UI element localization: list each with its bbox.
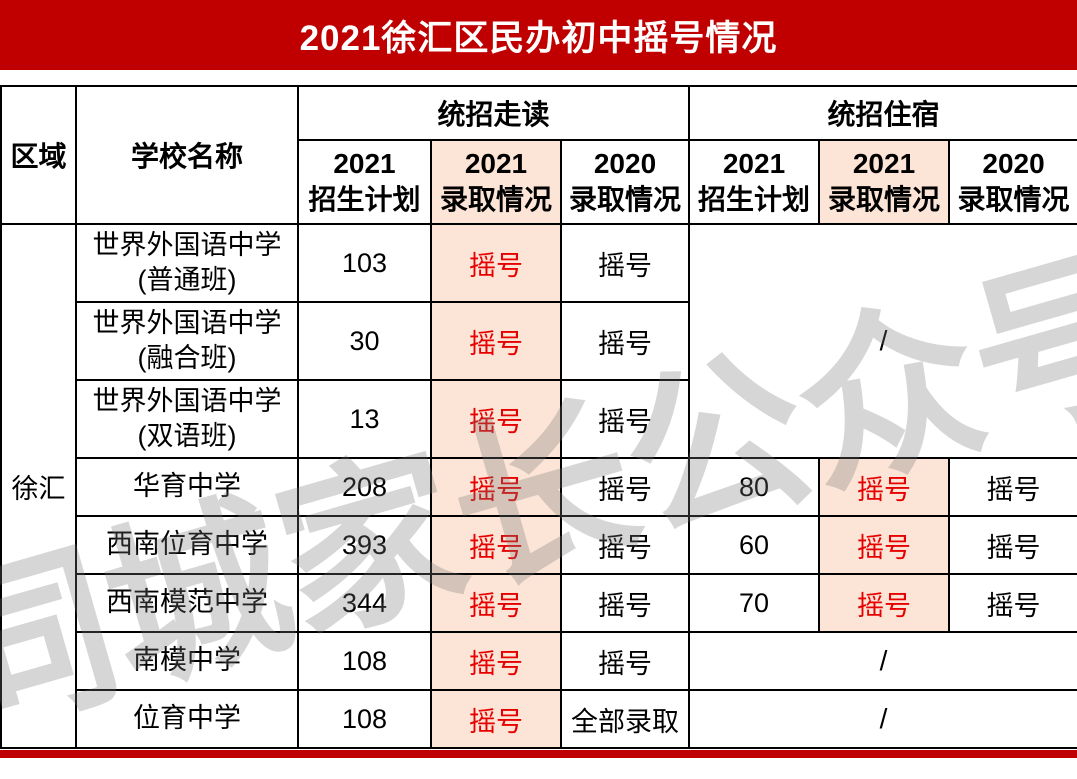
day-2021-cell: 摇号 [430,573,562,633]
school-name: 西南模范中学 [106,587,268,618]
school-name: 位育中学 [133,703,241,734]
col-group-boarding: 统招住宿 [688,85,1077,141]
day-plan-cell: 393 [297,515,432,575]
subcol-label: 录取情况 [439,184,552,215]
day-plan-cell: 30 [297,301,432,381]
boarding-merged-cell: / [688,631,1077,691]
school-name: 西南位育中学 [106,529,268,560]
subcol-year: 2021 [852,147,916,179]
boarding-merged-cell: / [688,689,1077,749]
school-name: 世界外国语中学 [92,385,282,416]
col-header-school: 学校名称 [75,85,299,225]
table-row: 西南模范中学 344 摇号 摇号 70 摇号 摇号 [1,573,1077,633]
day-plan-cell: 108 [297,631,432,691]
subcol-header-day-plan: 2021 招生计划 [297,139,432,225]
subcol-header-board-plan: 2021 招生计划 [688,139,821,225]
subcol-header-board-2021: 2021 录取情况 [818,139,951,225]
subcol-year: 2020 [593,147,657,179]
page-title: 2021徐汇区民办初中摇号情况 [299,18,778,58]
day-plan-cell: 108 [297,689,432,749]
subcol-header-day-2020: 2020 录取情况 [559,139,691,225]
board-plan-cell: 70 [688,573,821,633]
table-row: 徐汇 世界外国语中学 (普通班) 103 摇号 摇号 / [0,223,1077,749]
bottom-red-strip [0,750,1077,758]
day-plan-cell: 103 [297,223,432,303]
subcol-year: 2020 [982,147,1045,179]
board-plan-cell: 80 [688,457,821,517]
board-2021-cell: 摇号 [818,573,951,633]
boarding-merged-cell: / [688,223,1077,459]
day-2020-cell: 摇号 [559,573,691,633]
subcol-label: 招生计划 [698,184,811,215]
table-row: 华育中学 208 摇号 摇号 80 摇号 摇号 [1,457,1077,517]
table-row: 世界外国语中学 (双语班) 13 摇号 摇号 [1,379,1077,459]
board-2020-cell: 摇号 [948,457,1077,517]
day-2021-cell: 摇号 [430,689,562,749]
school-name: 世界外国语中学 [92,307,282,338]
board-2020-cell: 摇号 [948,573,1077,633]
region-cell: 徐汇 [0,223,77,749]
admission-table: 区域 学校名称 统招走读 统招住宿 2021 招生计划 2021 录取情况 20… [0,85,1077,749]
day-plan-cell: 208 [297,457,432,517]
subcol-label: 录取情况 [828,184,941,215]
subcol-header-board-2020: 2020 录取情况 [948,139,1077,225]
day-2020-cell: 全部录取 [559,689,691,749]
school-class-type: (普通班) [137,265,237,295]
school-cell: 世界外国语中学 (双语班) [75,379,299,459]
school-name: 世界外国语中学 [92,229,282,260]
subcol-label: 录取情况 [957,184,1070,215]
board-2020-cell: 摇号 [948,515,1077,575]
day-2021-cell: 摇号 [430,301,562,381]
subcol-label: 招生计划 [308,184,421,215]
subcol-year: 2021 [333,147,396,179]
school-class-type: (双语班) [137,421,237,451]
table-row: 西南位育中学 393 摇号 摇号 60 摇号 摇号 [1,515,1077,575]
board-plan-cell: 60 [688,515,821,575]
school-class-type: (融合班) [137,343,237,373]
title-bar: 2021徐汇区民办初中摇号情况 [0,0,1077,70]
table-row: 南模中学 108 摇号 摇号 / [1,631,1077,691]
board-2021-cell: 摇号 [818,457,951,517]
day-2021-cell: 摇号 [430,223,562,303]
subcol-year: 2021 [464,147,528,179]
day-2020-cell: 摇号 [559,457,691,517]
day-plan-cell: 13 [297,379,432,459]
day-2020-cell: 摇号 [559,223,691,303]
school-cell: 西南模范中学 [75,573,299,633]
col-header-region: 区域 [0,85,77,225]
school-cell: 世界外国语中学 (融合班) [75,301,299,381]
col-group-day: 统招走读 [296,85,691,141]
day-2021-cell: 摇号 [430,515,562,575]
subcol-header-day-2021: 2021 录取情况 [430,139,562,225]
day-2020-cell: 摇号 [559,379,691,459]
school-cell: 世界外国语中学 (普通班) [75,223,299,303]
day-2020-cell: 摇号 [559,515,691,575]
school-cell: 位育中学 [75,689,299,749]
school-cell: 南模中学 [75,631,299,691]
school-name: 华育中学 [133,471,241,502]
subcol-year: 2021 [722,147,786,179]
day-plan-cell: 344 [297,573,432,633]
day-2020-cell: 摇号 [559,631,691,691]
school-cell: 西南位育中学 [75,515,299,575]
day-2021-cell: 摇号 [430,457,562,517]
table-row: 世界外国语中学 (融合班) 30 摇号 摇号 [1,301,1077,381]
school-cell: 华育中学 [75,457,299,517]
board-2021-cell: 摇号 [818,515,951,575]
table-row: 位育中学 108 摇号 全部录取 / [1,689,1077,749]
school-name: 南模中学 [133,645,241,676]
subcol-label: 录取情况 [569,184,682,215]
day-2020-cell: 摇号 [559,301,691,381]
day-2021-cell: 摇号 [430,631,562,691]
day-2021-cell: 摇号 [430,379,562,459]
